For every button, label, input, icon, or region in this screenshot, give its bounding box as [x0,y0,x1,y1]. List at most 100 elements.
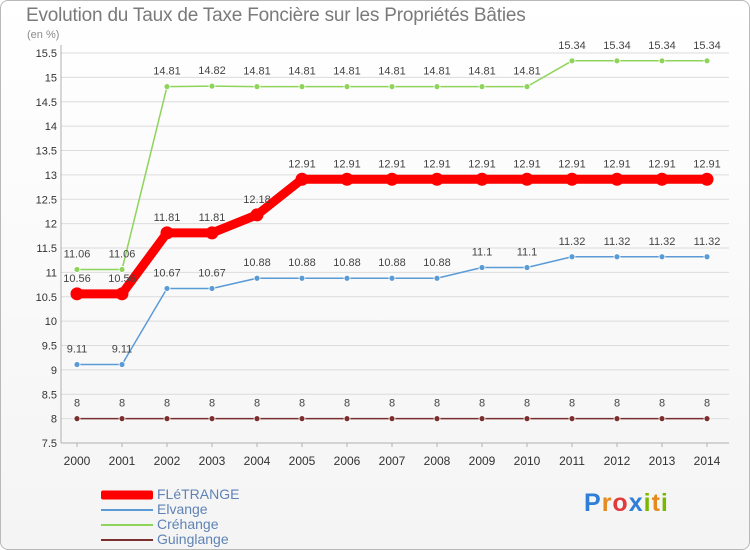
data-point [205,226,219,240]
logo-letter: t [651,489,661,517]
data-label: 12.18 [243,194,271,206]
x-tick-label: 2001 [109,454,136,468]
data-label: 12.91 [288,158,316,170]
data-label: 15.34 [603,40,631,52]
logo-letter: P [584,489,602,517]
x-tick-label: 2002 [154,454,181,468]
data-label: 10.67 [198,267,226,279]
y-tick-label: 10 [45,316,57,328]
y-tick-label: 13 [45,170,57,182]
data-label: 8 [434,398,440,410]
data-point [388,415,396,423]
data-label: 15.34 [693,40,721,52]
x-tick-label: 2014 [694,454,721,468]
data-point [73,415,81,423]
data-label: 14.81 [153,66,181,78]
data-label: 14.81 [333,66,361,78]
data-label: 10.88 [423,257,451,269]
y-tick-label: 13.5 [36,146,57,158]
data-label: 12.91 [468,158,496,170]
data-label: 8 [704,398,710,410]
data-point [388,83,396,91]
data-point [118,415,126,423]
x-tick-label: 2010 [514,454,541,468]
legend-swatch [101,508,153,511]
data-label: 14.82 [198,65,226,77]
data-point [703,57,711,65]
data-label: 12.91 [513,158,541,170]
unit-label: (en %) [27,29,60,41]
data-point [208,82,216,90]
data-label: 11.06 [64,248,91,260]
data-point [568,415,576,423]
data-label: 12.91 [693,158,721,170]
data-label: 11.32 [604,236,631,248]
y-tick-label: 15.5 [36,48,57,60]
y-tick-label: 8.5 [42,389,57,401]
y-tick-label: 9 [51,365,57,377]
data-label: 12.91 [558,158,586,170]
y-tick-label: 12.5 [36,194,57,206]
data-point [70,287,84,301]
data-point [73,361,81,368]
data-point [430,172,444,186]
y-tick-label: 11.5 [36,243,57,255]
x-tick-label: 2006 [334,454,361,468]
data-point [655,172,669,186]
data-point [433,274,441,282]
data-point [250,208,264,222]
legend-label: Guinglange [157,531,229,547]
data-point [163,285,171,292]
data-label: 11.32 [559,236,586,248]
logo-letter: o [612,489,629,517]
data-point [568,253,576,261]
y-tick-label: 8 [51,414,57,426]
data-point [523,83,531,91]
data-point [658,57,666,65]
data-label: 8 [119,398,125,410]
data-label: 12.91 [603,158,631,170]
data-label: 9.11 [112,344,133,356]
data-label: 15.34 [558,40,586,52]
data-point [658,415,666,423]
legend-swatch [101,523,153,526]
data-label: 14.81 [243,66,271,78]
data-point [658,253,666,261]
data-point [208,285,216,292]
data-point [343,83,351,91]
data-point [343,415,351,423]
data-point [388,274,396,282]
data-point [568,57,576,65]
data-label: 8 [479,398,485,410]
data-label: 8 [344,398,350,410]
data-label: 8 [164,398,170,410]
data-label: 8 [659,398,665,410]
data-point [298,415,306,423]
data-label: 14.81 [288,66,316,78]
y-tick-label: 12 [45,219,57,231]
data-label: 15.34 [648,40,676,52]
data-label: 8 [524,398,530,410]
legend-label: FLéTRANGE [157,486,240,502]
data-point [475,172,489,186]
data-point [160,226,174,240]
data-point [565,172,579,186]
data-label: 11.81 [199,212,226,224]
data-label: 11.32 [694,236,721,248]
data-point [613,253,621,261]
x-tick-label: 2011 [559,454,585,468]
legend-swatch [101,538,153,541]
data-point [343,274,351,282]
data-point [523,415,531,423]
data-label: 14.81 [513,66,541,78]
data-label: 8 [614,398,620,410]
data-point [610,172,624,186]
data-label: 8 [209,398,215,410]
x-tick-label: 2003 [199,454,226,468]
x-tick-label: 2009 [469,454,496,468]
data-label: 8 [569,398,575,410]
data-label: 14.81 [468,66,496,78]
line-chart: 7.5 8 8.5 9 9.5 10 10.5 11 11.5 12 12.5 13 13.5 14 14.… [36,40,729,468]
data-label: 11.1 [472,247,493,259]
logo-letter: x [628,489,644,517]
